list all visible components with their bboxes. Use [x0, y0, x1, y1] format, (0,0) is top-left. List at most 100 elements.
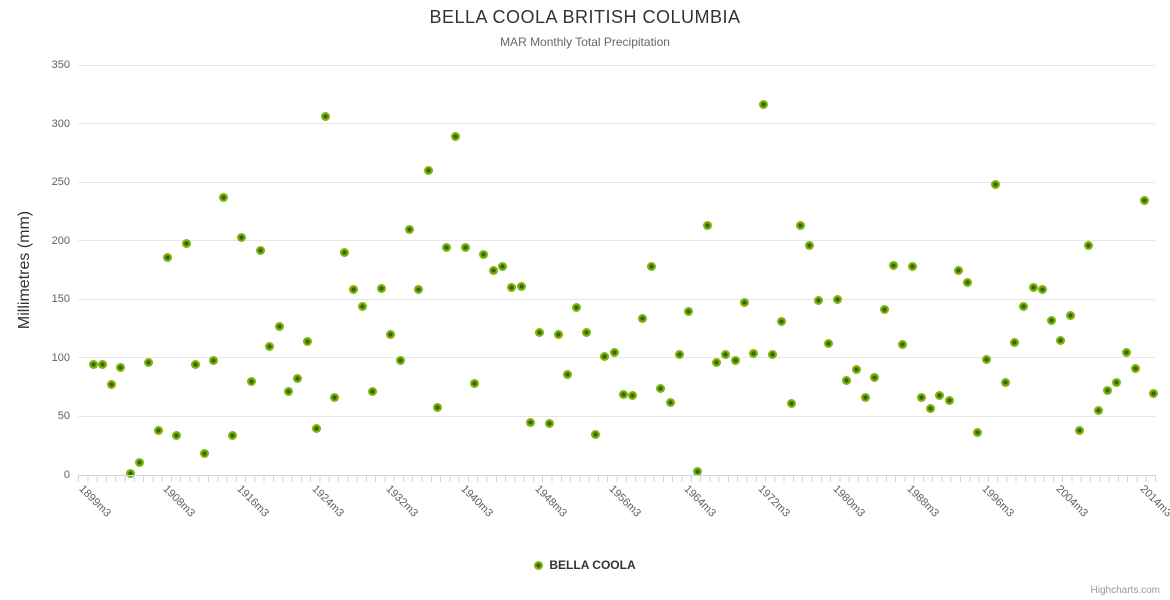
data-point[interactable] — [116, 362, 126, 372]
data-point[interactable] — [1102, 386, 1112, 396]
data-point[interactable] — [237, 232, 247, 242]
data-point[interactable] — [88, 360, 98, 370]
data-point[interactable] — [460, 243, 470, 253]
data-point[interactable] — [498, 261, 507, 271]
data-point[interactable] — [432, 402, 442, 412]
data-point[interactable] — [339, 247, 349, 257]
data-point[interactable] — [1056, 335, 1066, 345]
data-point[interactable] — [1084, 240, 1094, 250]
data-point[interactable] — [646, 261, 656, 271]
highcharts-credits-link[interactable]: Highcharts.com — [1090, 585, 1160, 596]
data-point[interactable] — [311, 423, 321, 433]
data-point[interactable] — [758, 100, 768, 110]
data-point[interactable] — [516, 281, 526, 291]
data-point[interactable] — [246, 376, 256, 386]
data-point[interactable] — [860, 393, 870, 403]
data-point[interactable] — [870, 373, 880, 383]
data-point[interactable] — [628, 390, 638, 400]
data-point[interactable] — [209, 355, 219, 365]
data-point[interactable] — [739, 298, 749, 308]
data-point[interactable] — [563, 369, 573, 379]
data-point[interactable] — [1112, 377, 1122, 387]
data-point[interactable] — [665, 397, 675, 407]
data-point[interactable] — [153, 425, 163, 435]
data-point[interactable] — [1093, 406, 1103, 416]
data-point[interactable] — [1000, 377, 1010, 387]
data-point[interactable] — [777, 317, 787, 327]
data-point[interactable] — [144, 358, 154, 368]
data-point[interactable] — [283, 387, 293, 397]
data-point[interactable] — [321, 112, 331, 122]
data-point[interactable] — [972, 428, 982, 438]
data-point[interactable] — [1075, 425, 1085, 435]
data-point[interactable] — [1140, 196, 1150, 206]
data-point[interactable] — [572, 302, 582, 312]
data-point[interactable] — [981, 354, 991, 364]
data-point[interactable] — [1149, 388, 1159, 398]
data-point[interactable] — [442, 243, 452, 253]
data-point[interactable] — [553, 329, 563, 339]
data-point[interactable] — [544, 418, 554, 428]
data-point[interactable] — [525, 417, 535, 427]
data-point[interactable] — [730, 355, 740, 365]
data-point[interactable] — [200, 449, 210, 459]
data-point[interactable] — [591, 429, 601, 439]
data-point[interactable] — [1047, 315, 1057, 325]
data-point[interactable] — [721, 349, 731, 359]
data-point[interactable] — [712, 358, 722, 368]
data-point[interactable] — [172, 430, 182, 440]
data-point[interactable] — [674, 349, 684, 359]
data-point[interactable] — [684, 306, 694, 316]
data-point[interactable] — [302, 336, 312, 346]
data-point[interactable] — [991, 179, 1001, 189]
data-point[interactable] — [907, 261, 917, 271]
data-point[interactable] — [330, 393, 340, 403]
data-point[interactable] — [656, 383, 666, 393]
data-point[interactable] — [181, 238, 191, 248]
data-point[interactable] — [1019, 301, 1029, 311]
data-point[interactable] — [488, 265, 498, 275]
data-point[interactable] — [926, 403, 936, 413]
data-point[interactable] — [190, 360, 200, 370]
data-point[interactable] — [256, 245, 266, 255]
data-point[interactable] — [358, 301, 368, 311]
data-point[interactable] — [377, 284, 387, 294]
data-point[interactable] — [888, 260, 898, 270]
data-point[interactable] — [228, 430, 238, 440]
data-point[interactable] — [451, 131, 461, 141]
data-point[interactable] — [535, 327, 545, 337]
data-point[interactable] — [1121, 347, 1131, 357]
data-point[interactable] — [600, 352, 610, 362]
data-point[interactable] — [749, 348, 759, 358]
data-point[interactable] — [814, 295, 824, 305]
data-point[interactable] — [823, 339, 833, 349]
data-point[interactable] — [162, 252, 172, 262]
data-point[interactable] — [404, 224, 414, 234]
data-point[interactable] — [386, 329, 396, 339]
data-point[interactable] — [470, 379, 480, 389]
data-point[interactable] — [842, 375, 852, 385]
data-point[interactable] — [833, 294, 843, 304]
data-point[interactable] — [935, 390, 945, 400]
data-point[interactable] — [954, 265, 964, 275]
data-point[interactable] — [702, 220, 712, 230]
data-point[interactable] — [97, 360, 107, 370]
data-point[interactable] — [125, 469, 135, 479]
data-point[interactable] — [107, 380, 117, 390]
data-point[interactable] — [265, 341, 275, 351]
data-point[interactable] — [395, 355, 405, 365]
data-point[interactable] — [767, 349, 777, 359]
data-point[interactable] — [805, 240, 815, 250]
data-point[interactable] — [786, 399, 796, 409]
data-point[interactable] — [637, 313, 647, 323]
data-point[interactable] — [349, 285, 359, 295]
data-point[interactable] — [693, 466, 703, 476]
data-point[interactable] — [135, 457, 145, 467]
data-point[interactable] — [851, 365, 861, 375]
data-point[interactable] — [479, 250, 489, 260]
data-point[interactable] — [423, 165, 433, 175]
data-point[interactable] — [609, 347, 619, 357]
data-point[interactable] — [1065, 311, 1075, 321]
data-point[interactable] — [367, 387, 377, 397]
data-point[interactable] — [916, 393, 926, 403]
